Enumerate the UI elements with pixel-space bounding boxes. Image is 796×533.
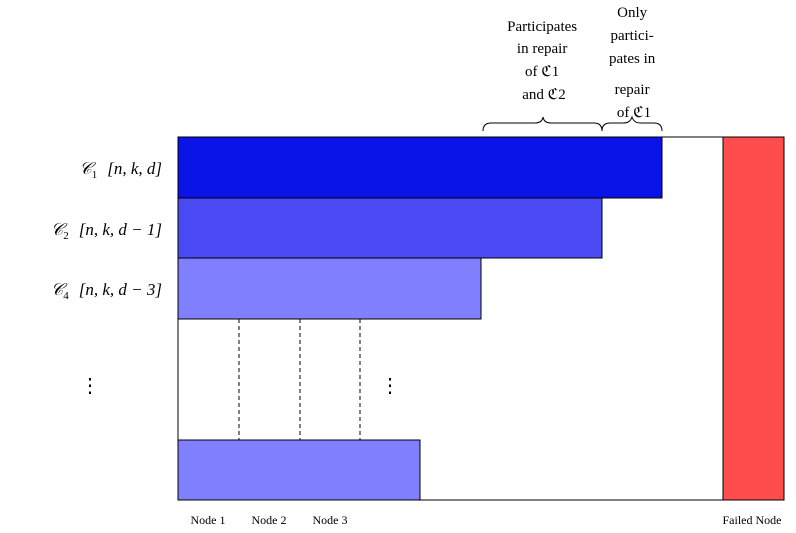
node-label-3: Node 3 — [313, 513, 348, 527]
annotation-only: Only partici- pates in repair of ℭ1 — [609, 5, 659, 121]
failed-node-label: Failed Node — [723, 513, 782, 527]
brace-shared — [482, 116, 603, 132]
left-ellipsis: ⋮ — [80, 375, 100, 397]
code-bar-c1 — [177, 136, 663, 199]
code-bar-c2 — [177, 197, 603, 259]
failed-node-column — [722, 136, 785, 501]
annotation-shared: Participates in repair of ℭ1 and ℭ2 — [507, 19, 581, 103]
code-bar-last — [177, 439, 421, 501]
brace-only — [601, 115, 663, 132]
node-label-2: Node 2 — [252, 513, 287, 527]
code-bar-c4 — [177, 257, 482, 320]
middle-ellipsis: ⋮ — [380, 375, 400, 397]
row-label-c2: 𝒞2 [n, k, d − 1] — [51, 220, 162, 242]
row-label-c1: 𝒞1 [n, k, d] — [79, 159, 162, 181]
row-label-c4: 𝒞4 [n, k, d − 3] — [51, 280, 162, 302]
node-label-1: Node 1 — [191, 513, 226, 527]
